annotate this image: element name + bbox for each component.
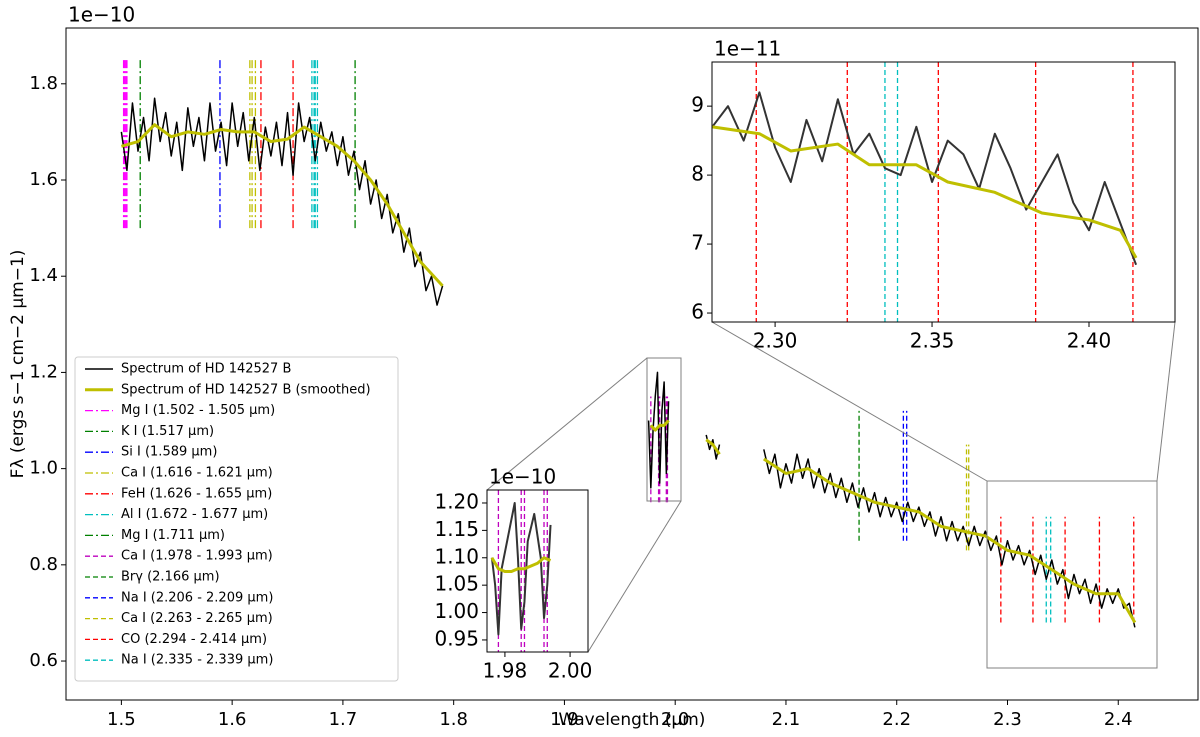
- legend-label: Brγ (2.166 μm): [121, 570, 220, 585]
- x-tick-label: 2.3: [993, 709, 1022, 730]
- legend-label: Spectrum of HD 142527 B: [121, 362, 291, 377]
- x-tick-label: 1.9: [550, 709, 579, 730]
- x-tick-label: 2.0: [661, 709, 690, 730]
- x-axis-label: Wavelength (μm): [559, 710, 706, 730]
- x-tick-label: 2.35: [910, 329, 955, 353]
- offset-label: 1e−11: [714, 37, 781, 61]
- y-tick-label: 1.05: [434, 572, 479, 596]
- zoom-connector: [587, 500, 682, 653]
- y-tick-label: 8: [691, 162, 704, 186]
- y-tick-label: 1.2: [29, 361, 58, 382]
- zoom-box: [986, 480, 1158, 669]
- legend-box: [74, 356, 399, 682]
- offset-label: 1e−10: [489, 465, 556, 489]
- plot-content: [490, 490, 552, 652]
- axes-frame: [486, 489, 589, 653]
- spectrum-line: [120, 123, 1137, 624]
- zoom-connector: [486, 357, 648, 491]
- spectrum-line: [712, 91, 1138, 266]
- x-tick-label: 1.5: [107, 709, 136, 730]
- y-tick-label: 1.20: [434, 489, 479, 513]
- x-tick-label: 2.1: [772, 709, 801, 730]
- x-tick-label: 2.30: [753, 329, 798, 353]
- legend-label: Ca I (1.978 - 1.993 μm): [121, 549, 273, 564]
- plot-content: [120, 59, 1137, 628]
- legend-label: Si I (1.589 μm): [121, 445, 217, 460]
- legend-label: Mg I (1.711 μm): [121, 528, 225, 543]
- legend-label: K I (1.517 μm): [121, 424, 214, 439]
- y-tick-label: 1.10: [434, 544, 479, 568]
- spectrum-line: [712, 125, 1138, 259]
- legend-label: Mg I (1.502 - 1.505 μm): [121, 403, 275, 418]
- zoom-connector: [711, 321, 988, 482]
- inset-axes: 2.30 2.35 2.40 6 7 8 9 1e−11: [691, 37, 1176, 353]
- spectrum-line: [490, 501, 552, 636]
- plot-content: [712, 62, 1138, 322]
- y-tick-label: 1.6: [29, 169, 58, 190]
- spectrum-line: [490, 556, 552, 573]
- plot-area: [712, 62, 1175, 322]
- y-tick-label: 0.6: [29, 650, 58, 671]
- axes-frame: [65, 27, 1199, 701]
- offset-label: 1e−10: [68, 3, 135, 27]
- zoom-connector: [1156, 321, 1176, 482]
- y-tick-label: 6: [691, 300, 704, 324]
- y-tick-label: 9: [691, 93, 704, 117]
- x-tick-label: 2.2: [882, 709, 911, 730]
- y-tick-label: 1.00: [434, 599, 479, 623]
- y-tick-label: 1.4: [29, 265, 58, 286]
- legend: Spectrum of HD 142527 B Spectrum of HD 14…: [74, 356, 399, 682]
- x-tick-label: 1.7: [329, 709, 358, 730]
- x-tick-label: 1.98: [483, 659, 528, 683]
- x-tick-label: 1.6: [218, 709, 247, 730]
- y-tick-label: 1.8: [29, 73, 58, 94]
- y-tick-label: 0.8: [29, 554, 58, 575]
- legend-label: Na I (2.335 - 2.339 μm): [121, 653, 273, 668]
- y-axis-label: Fλ (ergs s−1 cm−2 μm−1): [8, 250, 28, 479]
- legend-label: Na I (2.206 - 2.209 μm): [121, 590, 273, 605]
- zoom-box: [646, 357, 682, 502]
- legend-label: FeH (1.626 - 1.655 μm): [121, 486, 272, 501]
- zoom-indicators: [486, 321, 1176, 669]
- x-tick-label: 2.00: [548, 659, 593, 683]
- legend-label: Al I (1.672 - 1.677 μm): [121, 507, 268, 522]
- legend-label: Ca I (2.263 - 2.265 μm): [121, 611, 273, 626]
- x-tick-label: 2.40: [1067, 329, 1112, 353]
- inset-axes: 1.98 2.00 0.95 1.00 1.05 1.10 1.15 1.20 1e−10: [434, 465, 592, 683]
- y-tick-label: 7: [691, 231, 704, 255]
- legend-label: Ca I (1.616 - 1.621 μm): [121, 466, 273, 481]
- y-tick-label: 1.15: [434, 517, 479, 541]
- legend-label: CO (2.294 - 2.414 μm): [121, 632, 267, 647]
- axes-frame: [711, 61, 1176, 323]
- legend-label: Spectrum of HD 142527 B (smoothed): [121, 382, 371, 397]
- y-tick-label: 1.0: [29, 458, 58, 479]
- x-tick-label: 2.4: [1104, 709, 1133, 730]
- y-tick-label: 0.95: [434, 626, 479, 650]
- x-tick-label: 1.8: [439, 709, 468, 730]
